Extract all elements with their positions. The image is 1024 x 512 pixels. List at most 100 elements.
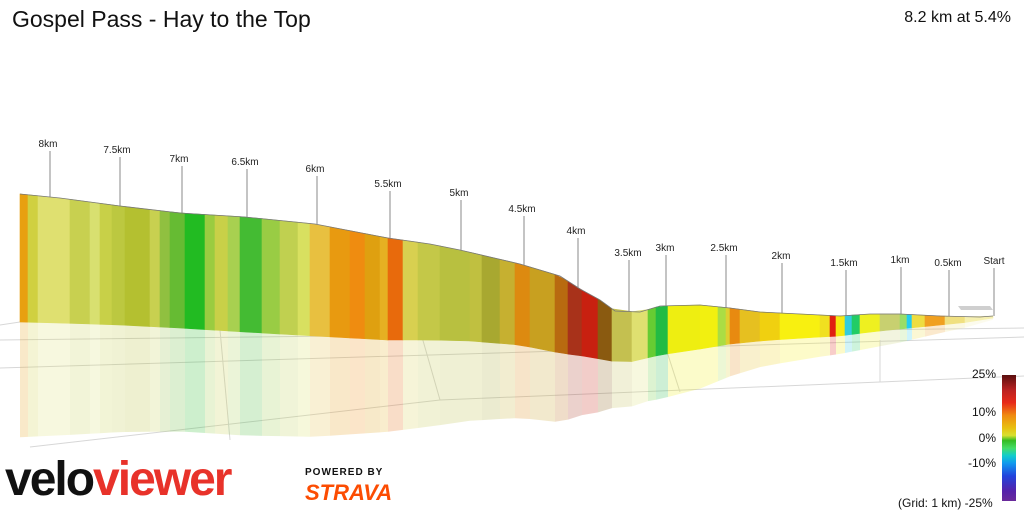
start-flag <box>958 306 993 310</box>
profile-segment <box>379 236 389 341</box>
profile-segment-reflection <box>38 322 70 437</box>
profile-segment-reflection <box>90 324 100 434</box>
profile-segment-reflection <box>830 336 836 356</box>
profile-segment <box>329 226 351 339</box>
profile-segment <box>481 254 501 344</box>
profile-segment-reflection <box>330 336 350 436</box>
profile-segment <box>159 210 171 328</box>
logo-viewer: viewer <box>93 453 232 506</box>
profile-top-edge <box>19 193 994 318</box>
marker-label: 1.5km <box>830 258 857 269</box>
marker-label: 8km <box>39 139 58 150</box>
profile-segment-reflection <box>632 357 648 407</box>
profile-segment-reflection <box>20 322 28 438</box>
profile-segment <box>554 274 569 355</box>
profile-segment <box>906 314 913 329</box>
profile-segment-reflection <box>515 344 530 419</box>
profile-segment-reflection <box>582 355 598 416</box>
profile-segment <box>417 241 441 341</box>
profile-segment-reflection <box>730 343 740 377</box>
profile-segment <box>387 237 404 341</box>
profile-segment <box>844 314 853 336</box>
profile-segment-reflection <box>965 318 993 328</box>
profile-segment-reflection <box>900 328 907 343</box>
profile-segment <box>631 309 649 362</box>
marker-label: 2km <box>772 251 791 262</box>
profile-segment <box>111 204 126 326</box>
legend-neg10-label: -10% <box>967 456 996 470</box>
profile-segment <box>514 262 531 348</box>
profile-segment-reflection <box>125 325 150 433</box>
profile-segment-reflection <box>28 322 38 437</box>
profile-segment <box>239 216 263 334</box>
profile-segment-reflection <box>310 335 330 437</box>
profile-segment-reflection <box>760 339 780 368</box>
profile-segment <box>402 239 419 341</box>
profile-segment <box>779 312 821 340</box>
profile-segment <box>89 201 101 325</box>
legend-min-label: (Grid: 1 km) -25% <box>898 496 993 510</box>
profile-segment <box>364 233 381 340</box>
profile-segment-reflection <box>228 330 240 436</box>
legend-0-label: 0% <box>978 431 996 445</box>
profile-segment-reflection <box>880 329 900 347</box>
marker-label: 3.5km <box>614 248 641 259</box>
profile-segment <box>717 306 727 347</box>
profile-segment <box>184 212 206 330</box>
profile-segment-reflection <box>925 324 945 337</box>
profile-segment <box>567 280 583 357</box>
marker-label: Start <box>983 256 1004 267</box>
profile-segment-reflection <box>500 343 515 420</box>
profile-segment-reflection <box>365 338 380 434</box>
strava-logo: STRAVA <box>305 480 393 505</box>
profile-segment <box>297 221 311 337</box>
profile-segment <box>27 194 39 323</box>
marker-label: 7km <box>170 154 189 165</box>
profile-segment-reflection <box>820 336 830 357</box>
profile-segment-reflection <box>215 330 228 435</box>
profile-segment-reflection <box>388 340 403 432</box>
profile-segment-reflection <box>112 324 125 433</box>
profile-segment-reflection <box>170 327 185 432</box>
profile-segment <box>759 311 781 342</box>
profile-segment <box>924 314 946 327</box>
profile-segment <box>37 195 71 324</box>
profile-segment-reflection <box>160 327 170 432</box>
profile-segment-reflection <box>945 322 965 333</box>
profile-segment-reflection <box>185 328 205 434</box>
profile-segment-reflection <box>555 352 568 422</box>
profile-segment <box>499 258 516 345</box>
profile-segment-reflection <box>262 332 280 437</box>
gradient-bars <box>19 193 994 362</box>
gradient-legend-bar <box>1002 375 1016 501</box>
profile-segment <box>227 215 241 333</box>
profile-segment-reflection <box>780 337 820 364</box>
profile-segment <box>725 307 731 346</box>
profile-segment <box>261 218 281 335</box>
profile-segment <box>124 206 151 327</box>
profile-segment <box>279 220 299 336</box>
profile-segment-reflection <box>403 340 418 430</box>
distance-markers: 8km 7.5km 7km 6.5km 6km 5.5km 5km 4.5km 4km 3.5km… <box>39 139 1005 317</box>
profile-segment <box>581 289 599 359</box>
profile-segment-reflection <box>598 358 612 413</box>
marker-label: 5km <box>450 188 469 199</box>
marker-label: 5.5km <box>374 179 401 190</box>
profile-segment <box>19 193 29 323</box>
logo-velo: velo <box>5 453 95 506</box>
profile-segment <box>819 314 831 338</box>
profile-segment <box>529 266 556 353</box>
profile-segment-reflection <box>612 361 632 409</box>
marker-label: 7.5km <box>103 145 130 156</box>
powered-by-label: POWERED BY <box>305 467 384 478</box>
veloviewer-logo: veloviewer <box>5 452 232 508</box>
profile-segment <box>611 308 633 362</box>
marker-label: 1km <box>891 255 910 266</box>
profile-segment <box>309 223 331 338</box>
profile-segment <box>655 305 669 357</box>
profile-segment-reflection <box>205 329 215 434</box>
profile-segment-reflection <box>845 334 852 354</box>
profile-segment <box>964 315 994 323</box>
profile-segment <box>899 313 908 330</box>
profile-segment-reflection <box>350 337 365 435</box>
